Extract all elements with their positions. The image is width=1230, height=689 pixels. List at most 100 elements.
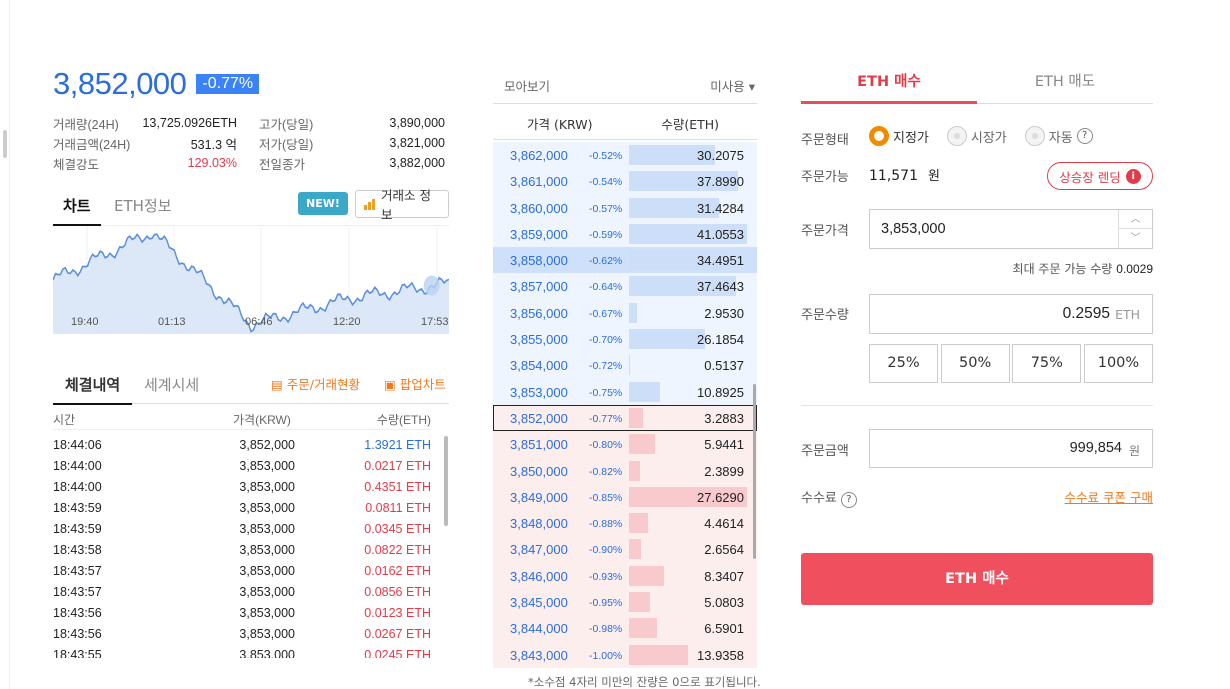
ob-price: 3,858,000 [510,253,568,269]
ob-price: 3,849,000 [510,489,568,505]
trade-col-time: 시간 [53,413,76,427]
ob-change: -0.54% [589,176,623,189]
bid-row[interactable]: 3,848,000 -0.88% 4.4614 [493,510,757,537]
stat-value: 3,821,000 [389,136,445,150]
order-qty-value: 0.2595 [1062,305,1110,322]
ask-row[interactable]: 3,859,000 -0.59% 41.0553 [493,220,757,248]
tab-buy[interactable]: ETH 매수 [801,64,977,104]
depth-bar [629,329,705,350]
trade-time: 18:43:59 [53,501,102,515]
tab-chart[interactable]: 차트 [53,195,101,226]
available-label: 주문가능 [801,170,849,185]
exchange-info-button[interactable]: 거래소 정보 [355,188,449,222]
bid-row[interactable]: 3,843,000 -1.00% 13.9358 [493,641,757,668]
ask-row[interactable]: 3,861,000 -0.54% 37.8990 [493,168,757,195]
tab-trades[interactable]: 체결내역 [53,374,133,405]
available-value: 11,571 [869,168,918,184]
bid-row[interactable]: 3,847,000 -0.90% 2.6564 [493,536,757,563]
price-mini-chart[interactable] [53,226,449,334]
ob-change: -0.75% [589,386,623,399]
pct-50-button[interactable]: 50% [940,344,1010,383]
orderbook-scrollbar[interactable] [753,384,756,559]
ask-row[interactable]: 3,862,000 -0.52% 30.2075 [493,142,757,169]
ask-row[interactable]: 3,853,000 -0.75% 10.8925 [493,378,757,405]
chevron-up-icon[interactable]: ︿ [1119,210,1152,229]
order-qty-input[interactable]: 0.2595 ETH [869,294,1153,334]
fee-coupon-link[interactable]: 수수료 쿠폰 구매 [1064,490,1153,505]
ask-row[interactable]: 3,860,000 -0.57% 31.4284 [493,194,757,221]
lending-button[interactable]: 상승장 렌딩 i [1047,162,1153,190]
trade-price: 3,853,000 [239,522,295,536]
group-view-select[interactable]: 미사용 ▾ [710,79,755,94]
trade-row: 18:44:00 3,853,000 0.0217 ETH [53,457,431,478]
ask-row[interactable]: 3,854,000 -0.72% 0.5137 [493,352,757,379]
tab-eth-info[interactable]: ETH정보 [114,197,172,215]
percent-buttons: 25% 50% 75% 100% [869,344,1153,383]
available-amount: 11,571 원 [869,165,940,184]
ob-change: -0.90% [589,544,623,557]
bid-row[interactable]: 3,846,000 -0.93% 8.3407 [493,562,757,590]
bid-row[interactable]: 3,851,000 -0.80% 5.9441 [493,431,757,458]
bid-row[interactable]: 3,850,000 -0.82% 2.3899 [493,457,757,484]
ob-qty: 5.9441 [704,437,744,453]
trade-time: 18:44:00 [53,459,102,473]
ask-row[interactable]: 3,858,000 -0.62% 34.4951 [493,247,757,274]
price-area [53,234,449,334]
ask-row[interactable]: 3,855,000 -0.70% 26.1854 [493,326,757,353]
bid-row[interactable]: 3,849,000 -0.85% 27.6290 [493,483,757,511]
trade-price: 3,853,000 [239,459,295,473]
fee-help-icon[interactable]: ? [840,492,857,508]
orderbook-rows: 3,862,000 -0.52% 30.2075 3,861,000 -0.54% 37.… [493,142,757,668]
radio-market[interactable]: 시장가 [946,126,1007,146]
ob-change: -0.88% [589,518,623,531]
price-header: 3,852,000 -0.77% [53,66,260,102]
trade-row: 18:44:06 3,852,000 1.3921 ETH [53,436,431,457]
pct-100-button[interactable]: 100% [1083,344,1153,383]
depth-bar [629,434,655,455]
trade-time: 18:44:00 [53,480,102,494]
trade-qty: 0.0217 ETH [364,459,431,473]
buy-button[interactable]: ETH 매수 [801,553,1153,605]
ob-qty: 8.3407 [704,568,744,584]
ask-row[interactable]: 3,856,000 -0.67% 2.9530 [493,299,757,327]
left-scrollbar-thumb[interactable] [3,130,7,158]
ob-qty: 26.1854 [697,332,744,348]
trade-list-scrollbar[interactable] [444,436,448,526]
ob-price: 3,859,000 [510,226,568,242]
ob-col-price: 가격 (KRW) [527,117,593,132]
tab-world-price[interactable]: 세계시세 [144,376,200,394]
chevron-down-icon[interactable]: ﹀ [1130,233,1141,244]
order-status-link[interactable]: ▤ 주문/거래현황 [271,374,360,393]
trade-list[interactable]: 18:44:06 3,852,000 1.3921 ETH 18:44:00 3,853… [53,436,431,658]
exchange-info-label: 거래소 정보 [381,188,431,222]
ask-row[interactable]: 3,857,000 -0.64% 37.4643 [493,273,757,300]
bid-row[interactable]: 3,852,000 -0.77% 3.2883 [493,404,757,432]
depth-bar [629,618,657,639]
radio-limit[interactable]: 지정가 [869,126,929,146]
popup-chart-label: 팝업차트 [399,377,446,392]
ob-change: -0.80% [589,439,623,452]
stat-label: 전일종가 [259,157,306,172]
help-icon[interactable]: ? [1076,128,1093,144]
radio-auto[interactable]: 자동 [1024,126,1073,146]
pct-75-button[interactable]: 75% [1012,344,1082,383]
order-type-group: 지정가 시장가 자동 ? [869,126,1093,146]
ob-change: -0.82% [589,465,623,478]
ob-price: 3,848,000 [510,516,568,532]
bid-row[interactable]: 3,844,000 -0.98% 6.5901 [493,615,757,642]
ob-price: 3,854,000 [510,358,568,374]
order-price-input[interactable]: 3,853,000 ︿ ﹀ [869,209,1153,249]
bid-row[interactable]: 3,845,000 -0.95% 5.0803 [493,589,757,616]
popup-chart-link[interactable]: ▣ 팝업차트 [384,374,446,393]
tab-sell[interactable]: ETH 매도 [1034,74,1096,90]
fee-label: 수수료? [801,487,857,508]
order-amount-unit: 원 [1128,444,1140,458]
x-tick-label: 17:53 [421,316,449,328]
trade-price: 3,853,000 [239,564,295,578]
trade-qty: 0.0162 ETH [364,564,431,578]
order-amount-input[interactable]: 999,854 원 [869,429,1153,468]
window-icon: ▣ [384,377,400,392]
chart-tabs: 차트 ETH정보 NEW! 거래소 정보 [53,188,449,226]
depth-bar [629,644,688,665]
pct-25-button[interactable]: 25% [869,344,938,383]
